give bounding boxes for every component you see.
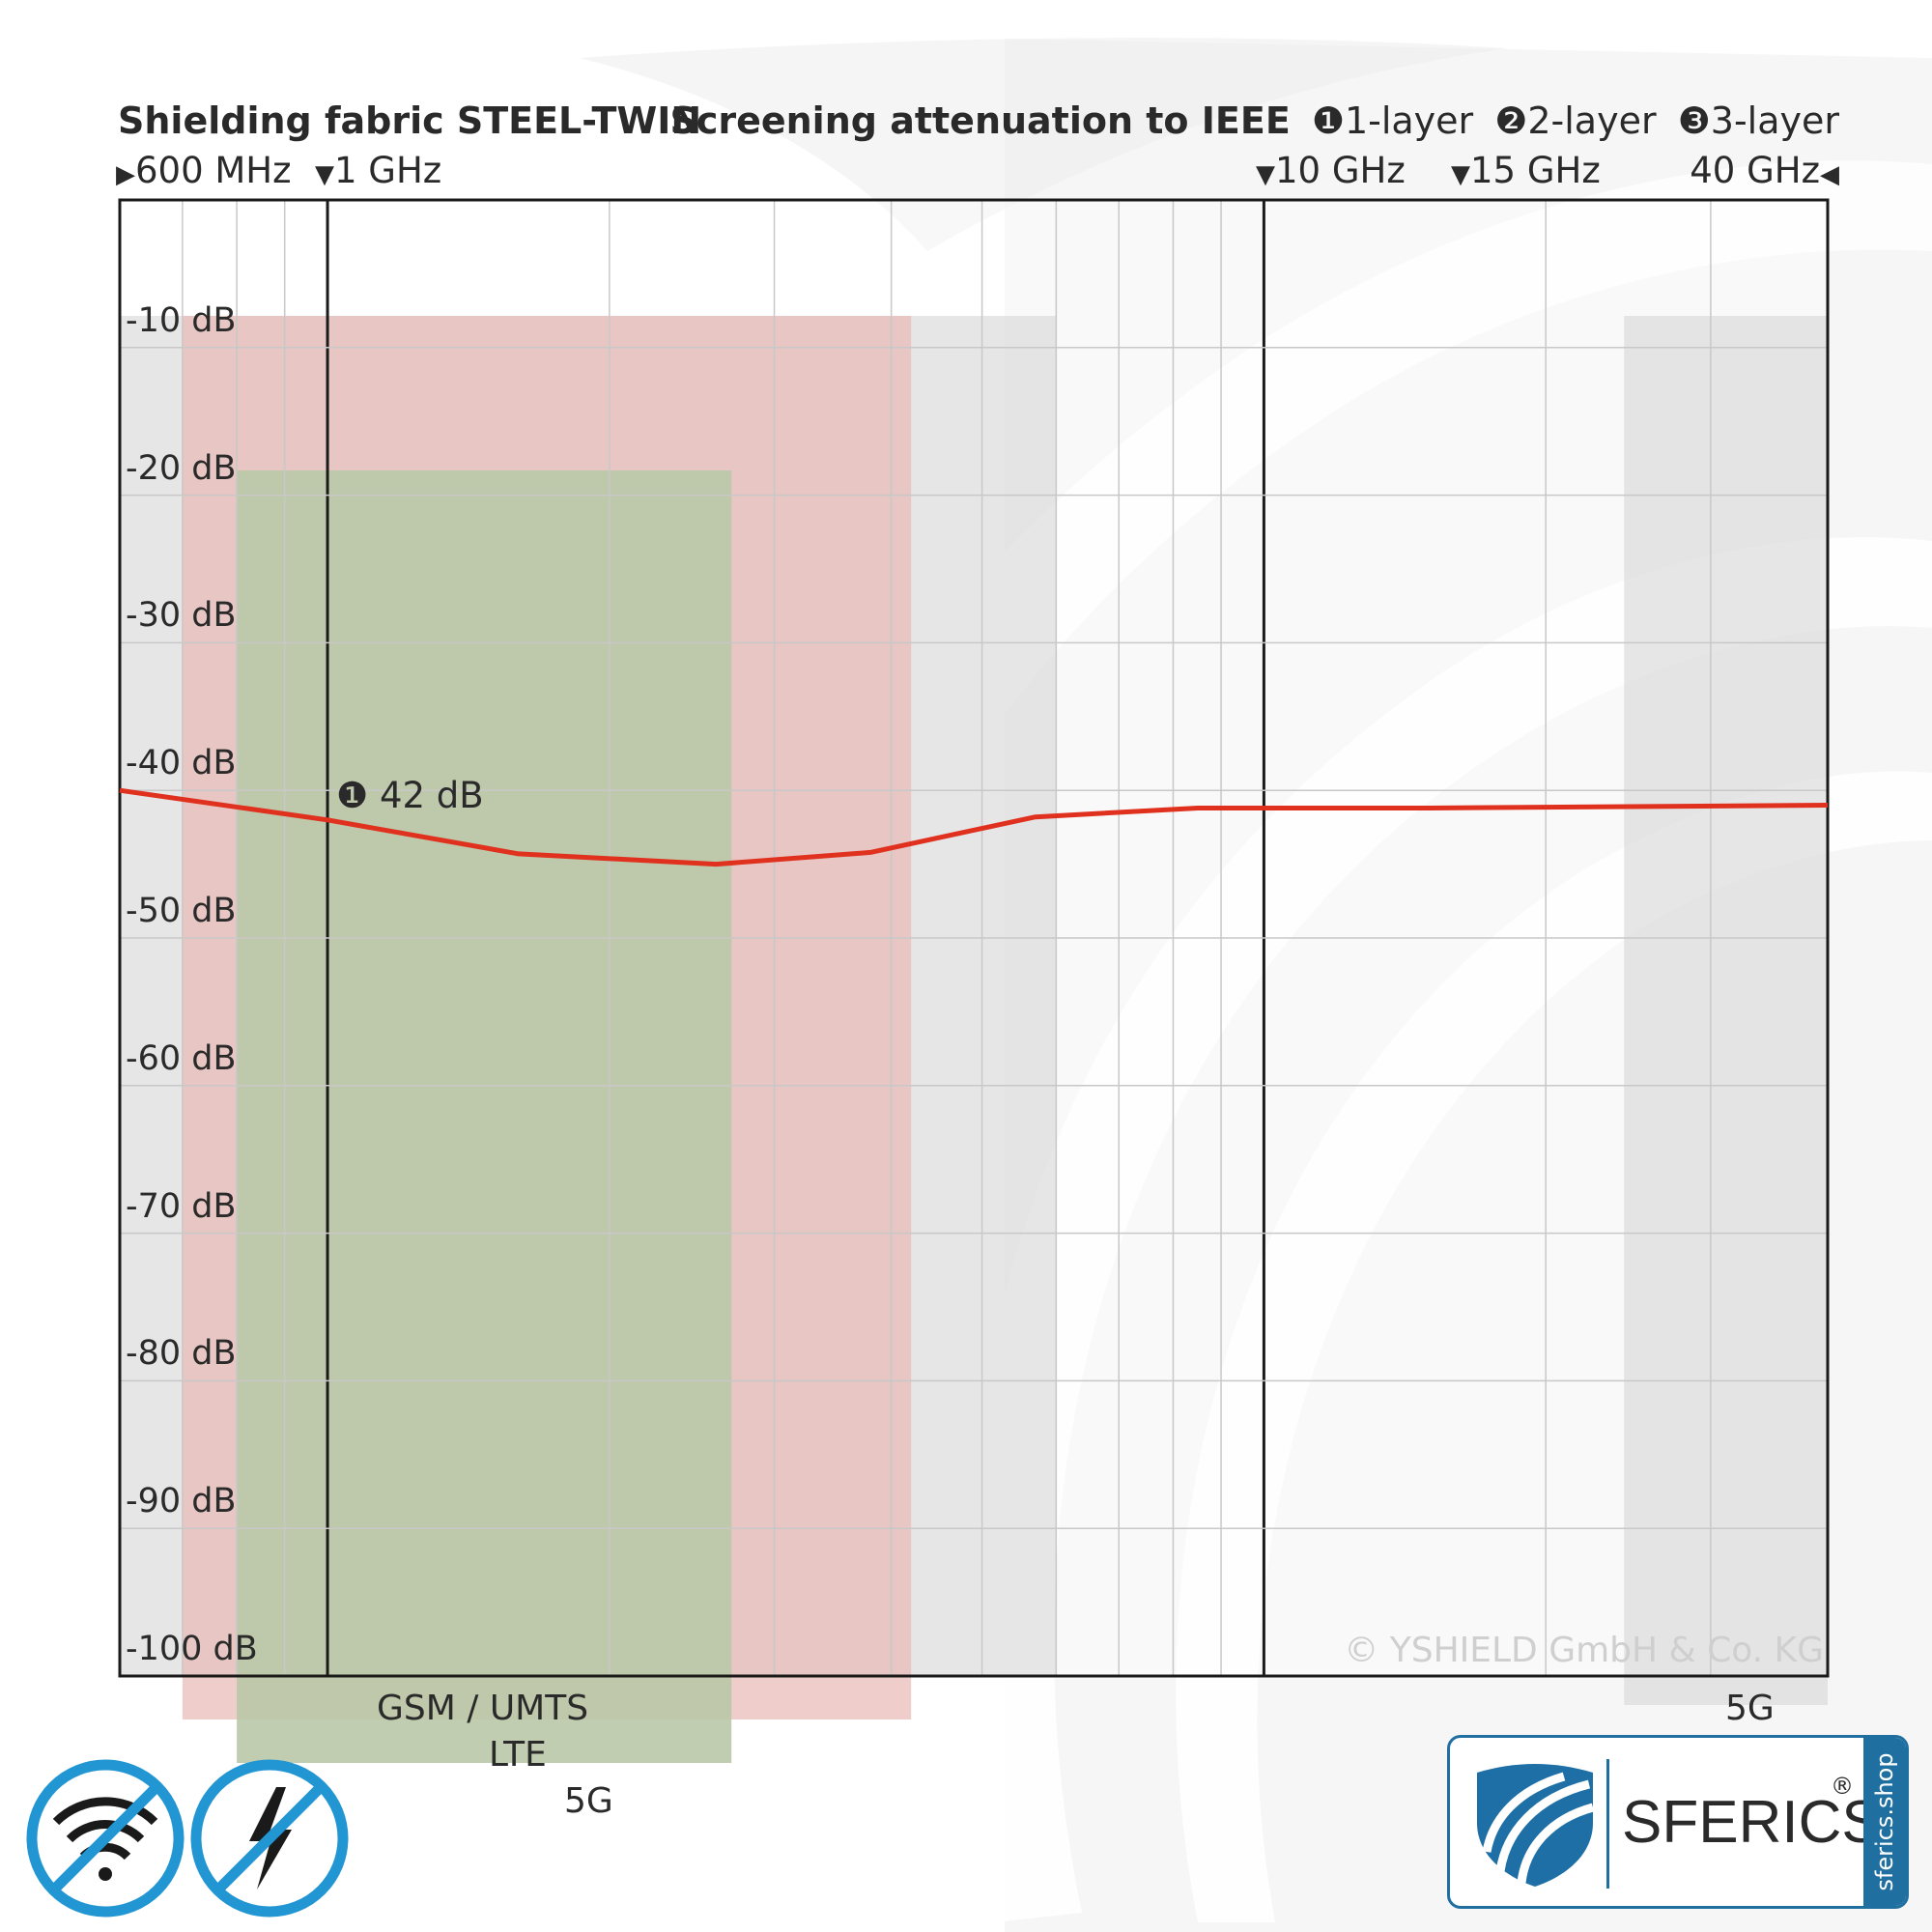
- layer-label-1: 1-layer: [1344, 99, 1474, 142]
- y-tick-label: -100 dB: [126, 1630, 258, 1668]
- curve-annotation: ❶ 42 dB: [336, 775, 484, 816]
- chart-title: Shielding fabric STEEL-TWIN: [118, 99, 702, 142]
- band-4: [1624, 316, 1828, 1705]
- down-triangle-icon: ▼: [1451, 160, 1470, 189]
- brand-name: SFERICS: [1622, 1789, 1882, 1856]
- sferics-logo: SFERICS ® sferics.shop: [1447, 1735, 1909, 1909]
- freq-marker-1ghz: ▼1 GHz: [315, 150, 441, 191]
- band-label-gsm-umts: GSM / UMTS: [377, 1689, 589, 1728]
- layer-marker: ❶: [336, 775, 369, 816]
- copyright-watermark: © YSHIELD GmbH & Co. KG: [1344, 1631, 1824, 1670]
- y-tick-label: -80 dB: [126, 1334, 237, 1374]
- y-tick-label: -30 dB: [126, 596, 237, 636]
- freq-label: 600 MHz: [135, 150, 292, 191]
- attenuation-label: Screening attenuation to IEEE: [669, 99, 1291, 142]
- y-tick-label: -10 dB: [126, 300, 237, 340]
- layer-label-2: 2-layer: [1527, 99, 1657, 142]
- freq-marker-40ghz: 40 GHz◀: [1690, 150, 1839, 191]
- logo-side-band: sferics.shop: [1863, 1738, 1906, 1906]
- freq-label: 10 GHz: [1275, 150, 1406, 191]
- shield-icon: [1477, 1764, 1595, 1887]
- freq-label: 40 GHz: [1690, 150, 1820, 191]
- y-tick-label: -70 dB: [126, 1186, 237, 1226]
- y-tick-label: -40 dB: [126, 744, 237, 783]
- y-tick-label: -90 dB: [126, 1482, 237, 1521]
- band-label-lte: LTE: [489, 1735, 547, 1775]
- freq-label: 15 GHz: [1470, 150, 1601, 191]
- no-wifi-icon: [26, 1759, 185, 1918]
- series-line-1: [119, 787, 1829, 867]
- y-tick-label: -50 dB: [126, 892, 237, 930]
- down-triangle-icon: ▼: [1256, 160, 1275, 189]
- freq-marker-600mhz: ▶600 MHz: [116, 150, 292, 191]
- annotation-value: 42 dB: [379, 775, 484, 816]
- y-tick-label: -20 dB: [126, 448, 237, 488]
- y-tick-label: -60 dB: [126, 1038, 237, 1078]
- layer-marker-1: ❶: [1311, 99, 1345, 142]
- logo-divider: [1606, 1759, 1609, 1889]
- no-electric-field-icon: [190, 1759, 349, 1918]
- registered-mark: ®: [1831, 1773, 1854, 1800]
- freq-label: 1 GHz: [334, 150, 442, 191]
- down-triangle-icon: ▼: [315, 160, 334, 189]
- attenuation-legend: Screening attenuation to IEEE ❶1-layer ❷…: [669, 99, 1839, 142]
- logo-side-text: sferics.shop: [1871, 1752, 1898, 1891]
- band-label-5g-low: 5G: [564, 1781, 613, 1821]
- layer-label-3: 3-layer: [1710, 99, 1839, 142]
- band-1: [237, 470, 732, 1763]
- freq-marker-10ghz: ▼10 GHz: [1256, 150, 1406, 191]
- layer-marker-3: ❸: [1677, 99, 1711, 142]
- right-triangle-icon: ▶: [116, 160, 135, 189]
- plot-frame: [118, 198, 1830, 1678]
- layer-marker-2: ❷: [1494, 99, 1528, 142]
- left-triangle-icon: ◀: [1820, 160, 1839, 189]
- band-label-5g-high: 5G: [1725, 1689, 1775, 1728]
- freq-marker-15ghz: ▼15 GHz: [1451, 150, 1601, 191]
